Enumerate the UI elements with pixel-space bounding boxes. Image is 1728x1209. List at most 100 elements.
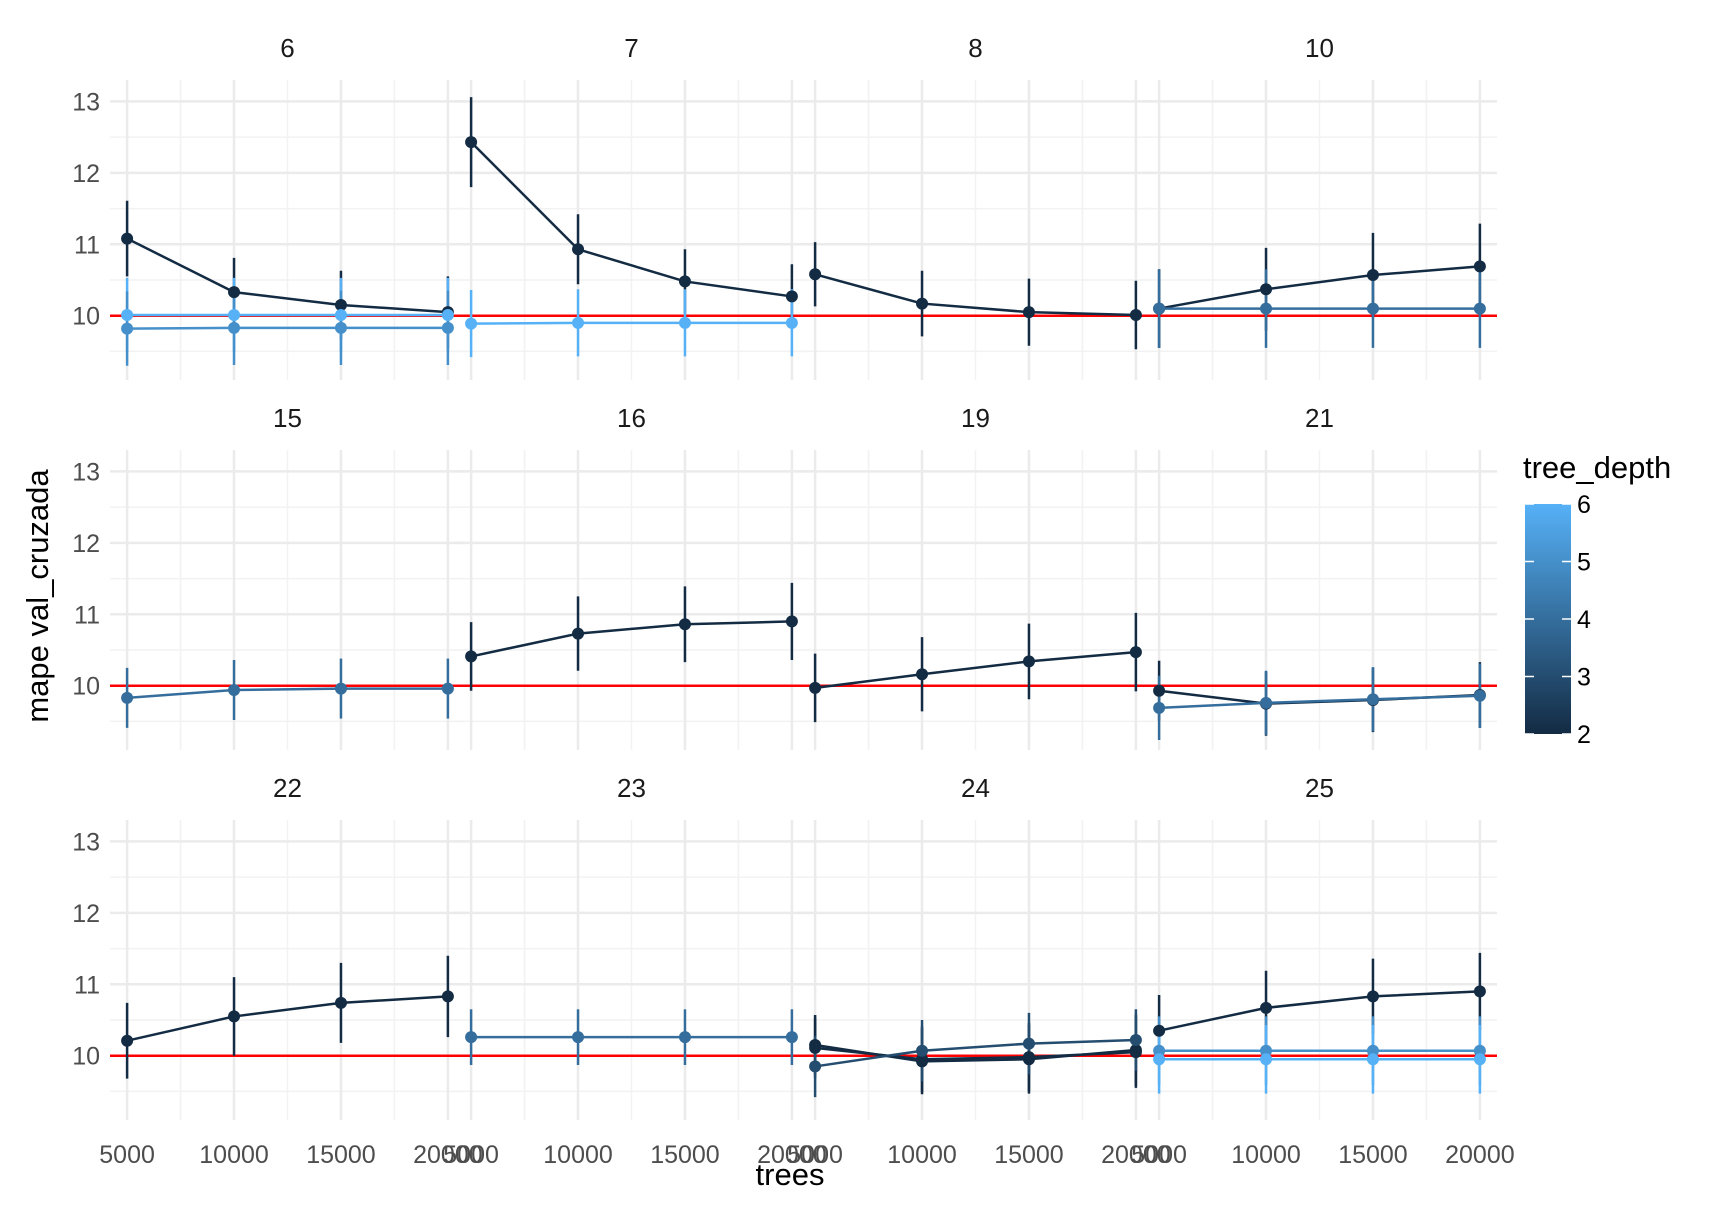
- facet-strip-label: 23: [617, 773, 646, 803]
- series-line: [470, 141, 793, 298]
- data-point: [441, 682, 454, 695]
- data-point: [809, 268, 822, 281]
- facet-strip-label: 25: [1305, 773, 1334, 803]
- facet-panel-6: 6 10 11 12 13: [72, 33, 465, 380]
- series-line: [127, 326, 448, 330]
- data-point: [441, 309, 454, 321]
- y-tick-label: 13: [72, 88, 100, 116]
- data-point: [785, 615, 798, 628]
- x-tick-label: 20000: [1445, 1141, 1515, 1169]
- x-tick-label: 20000: [1101, 1141, 1171, 1169]
- data-point: [572, 243, 585, 256]
- legend-label: 2: [1577, 721, 1591, 749]
- data-point: [1153, 1053, 1166, 1066]
- y-axis-title: mape val_cruzada: [20, 469, 55, 723]
- legend-label: 6: [1577, 491, 1591, 519]
- facet-strip-label: 16: [617, 403, 646, 433]
- series-line: [470, 620, 792, 658]
- facet-strip-label: 24: [961, 773, 990, 803]
- data-point: [121, 691, 134, 704]
- series-line: [126, 995, 448, 1042]
- data-point: [809, 681, 822, 694]
- x-tick-label: 20000: [757, 1141, 827, 1169]
- legend-label: 4: [1577, 606, 1591, 634]
- x-tick-label: 15000: [650, 1141, 720, 1169]
- data-point: [1153, 701, 1166, 714]
- data-point: [465, 317, 478, 330]
- legend-title: tree_depth: [1523, 450, 1671, 485]
- x-tick-label: 5000: [443, 1141, 499, 1169]
- x-tick-label: 10000: [199, 1141, 269, 1169]
- x-tick-label: 10000: [887, 1141, 957, 1169]
- x-tick-label: 15000: [1338, 1141, 1408, 1169]
- facet-strip-label: 21: [1305, 403, 1334, 433]
- series-line: [1159, 694, 1480, 710]
- x-tick-label: 5000: [99, 1141, 155, 1169]
- data-point: [785, 290, 798, 303]
- facet-panel-10: 10: [1142, 33, 1497, 380]
- data-point: [916, 668, 929, 681]
- data-point: [441, 990, 454, 1003]
- y-tick-label: 12: [72, 160, 100, 188]
- data-point: [121, 322, 134, 335]
- legend-ticks: 2 3 4 5 6: [1525, 491, 1591, 749]
- data-point: [1366, 1053, 1379, 1066]
- data-point: [809, 1041, 822, 1054]
- y-tick-label: 11: [74, 601, 100, 629]
- data-point: [1473, 302, 1486, 315]
- data-point: [572, 316, 585, 329]
- facet-strip-label: 8: [968, 33, 982, 63]
- x-tick-label: 10000: [1231, 1141, 1301, 1169]
- data-point: [465, 650, 478, 663]
- series-line: [471, 321, 792, 325]
- series-line: [814, 273, 1136, 317]
- series-line: [814, 1038, 1136, 1068]
- facet-panel-23: 23 5000 10000 15000 20000: [443, 773, 826, 1169]
- data-point: [1129, 646, 1142, 659]
- facet-panel-21: 21: [1142, 403, 1497, 750]
- y-tick-label: 10: [72, 673, 100, 701]
- facet-panel-25: 25 5000 10000 15000 20000: [1131, 773, 1514, 1169]
- x-tick-label: 5000: [787, 1141, 843, 1169]
- data-point: [1022, 655, 1035, 668]
- series-line: [814, 1046, 1136, 1061]
- facet-panel-19: 19: [798, 403, 1153, 750]
- data-point: [228, 1010, 241, 1023]
- data-point: [334, 321, 347, 334]
- data-point: [1129, 309, 1142, 321]
- facet-strip-label: 10: [1305, 33, 1334, 63]
- data-point: [916, 1044, 929, 1057]
- data-point: [678, 1031, 691, 1044]
- data-point: [228, 684, 241, 696]
- y-tick-label: 12: [72, 530, 100, 558]
- data-point: [1153, 1044, 1166, 1057]
- data-point: [1473, 985, 1486, 998]
- legend: tree_depth 2 3 4 5 6: [1523, 450, 1671, 749]
- data-point: [1153, 302, 1166, 315]
- data-point: [1366, 693, 1379, 706]
- x-tick-label: 20000: [413, 1141, 483, 1169]
- data-point: [785, 1031, 798, 1044]
- data-point: [678, 618, 691, 631]
- data-point: [1260, 1053, 1273, 1066]
- data-point: [1153, 1024, 1166, 1037]
- data-point: [334, 299, 347, 311]
- facet-panel-24: 24 5000 10000 15000 20000: [787, 773, 1170, 1169]
- data-point: [572, 1031, 585, 1044]
- data-point: [1260, 1001, 1273, 1014]
- data-point: [121, 309, 134, 321]
- data-point: [465, 136, 478, 149]
- x-tick-label: 15000: [994, 1141, 1064, 1169]
- facet-panel-15: 15 10 11 12 13: [72, 403, 465, 750]
- data-point: [809, 1060, 822, 1073]
- data-point: [441, 321, 454, 334]
- facet-panels: 6 10 11 12 13 7 8 10 15 10 11 12 13 16 19 21 22 10 11 12 13 5…: [72, 33, 1514, 1169]
- data-point: [678, 275, 691, 288]
- facet-strip-label: 7: [624, 33, 638, 63]
- data-point: [334, 309, 347, 321]
- y-tick-label: 11: [74, 971, 100, 999]
- y-tick-label: 12: [72, 900, 100, 928]
- facet-panel-8: 8: [798, 33, 1153, 380]
- series-line: [1158, 265, 1480, 310]
